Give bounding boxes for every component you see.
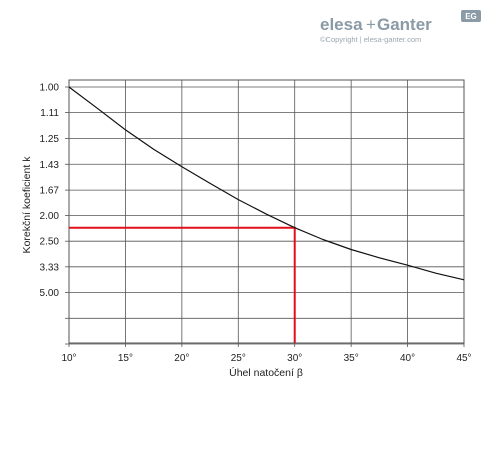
x-tick-label: 45° bbox=[456, 353, 471, 364]
x-tick-label: 35° bbox=[344, 353, 359, 364]
brand-plus: + bbox=[366, 15, 376, 34]
x-tick-label: 10° bbox=[61, 353, 76, 364]
y-tick-label: 1.67 bbox=[40, 186, 60, 197]
y-tick-label: 1.00 bbox=[40, 83, 60, 94]
x-tick-labels: 10° 15° 20° 25° 30° 35° 40° 45° bbox=[61, 353, 471, 364]
x-axis-title: Úhel natočení β bbox=[229, 366, 303, 379]
brand-copyright: ©Copyright | elesa-ganter.com bbox=[320, 35, 421, 44]
x-tick-label: 20° bbox=[174, 353, 189, 364]
brand-name-elesa: elesa bbox=[320, 15, 363, 34]
y-tick-label: 1.25 bbox=[40, 134, 60, 145]
x-tick-label: 40° bbox=[400, 353, 415, 364]
y-tick-label: 2.00 bbox=[40, 211, 60, 222]
brand-badge bbox=[461, 10, 481, 22]
chart-grid bbox=[65, 79, 465, 347]
y-tick-label: 5.00 bbox=[40, 288, 60, 299]
y-axis-title: Korekční koeficient k bbox=[21, 156, 33, 254]
x-tick-label: 25° bbox=[231, 353, 246, 364]
x-tick-label: 30° bbox=[287, 353, 302, 364]
y-tick-labels: 1.00 1.11 1.25 1.43 1.67 2.00 2.50 3.33 5.00 bbox=[40, 83, 60, 300]
y-tick-label: 3.33 bbox=[40, 262, 60, 273]
series-layer bbox=[68, 86, 465, 281]
x-tick-label: 15° bbox=[118, 353, 133, 364]
brand-logo: elesa + Ganter EG ©Copyright | elesa-gan… bbox=[320, 10, 481, 44]
y-tick-label: 1.11 bbox=[40, 108, 59, 119]
y-tick-label: 2.50 bbox=[40, 237, 60, 248]
brand-name-ganter: Ganter bbox=[377, 15, 432, 34]
brand-badge-text: EG bbox=[465, 12, 477, 21]
series-line bbox=[68, 86, 465, 281]
y-tick-label: 1.43 bbox=[40, 160, 60, 171]
plot-frame bbox=[68, 79, 465, 344]
